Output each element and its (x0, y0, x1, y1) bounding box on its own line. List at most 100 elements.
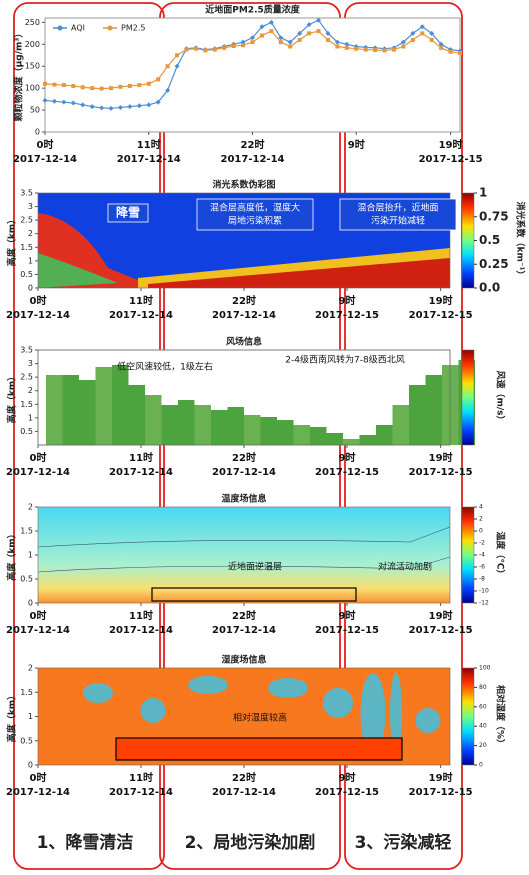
point-marker (438, 41, 444, 47)
wind-column (293, 425, 310, 445)
y-tick-label: 3 (28, 359, 33, 368)
x-tick-date: 2017-12-15 (315, 467, 379, 478)
humidity-patch (415, 708, 441, 733)
point-marker (448, 49, 453, 54)
annotation: 近地面逆温层 (228, 561, 282, 573)
chart-title: 近地面PM2.5质量浓度 (205, 4, 300, 16)
wind-column (145, 395, 162, 445)
y-tick-label: 1.5 (20, 527, 33, 536)
point-marker (316, 17, 322, 23)
x-tick-date: 2017-12-14 (109, 625, 173, 636)
point-marker (51, 98, 57, 104)
x-tick-date: 2017-12-15 (315, 787, 379, 798)
heatmap-bg (38, 507, 450, 603)
annotation: 2-4级西南风转为7-8级西北风 (285, 354, 404, 366)
point-marker (382, 48, 387, 53)
colorbar-tick-label: -2 (479, 540, 485, 547)
colorbar-tick-label: 0.0 (479, 281, 500, 295)
wind-column (260, 417, 277, 445)
x-tick-label: 11时 (129, 771, 153, 784)
x-tick-label: 9时 (339, 451, 356, 464)
stage-label: 1、降雪清洁 (37, 832, 134, 853)
colorbar (461, 667, 475, 766)
x-tick-label: 11时 (137, 138, 161, 151)
point-marker (90, 86, 95, 91)
x-tick-date: 2017-12-15 (419, 154, 483, 165)
y-tick-label: 250 (25, 18, 40, 27)
y-axis-label: 高度（km） (6, 215, 18, 266)
x-tick-date: 2017-12-14 (212, 625, 276, 636)
charts: 近地面PM2.5质量浓度050100150200250颗粒物浓度（μg/m³）0… (6, 4, 527, 854)
chart-title: 风场信息 (226, 336, 262, 348)
x-tick-label: 9时 (339, 609, 356, 622)
stage-label: 2、局地污染加剧 (185, 832, 316, 853)
y-tick-label: 0.5 (20, 575, 33, 584)
point-marker (250, 35, 255, 41)
point-marker (193, 46, 198, 51)
annotation: 混合层高度低，湿度大 (210, 202, 300, 214)
annotation: 低空风速较低，1级左右 (117, 361, 213, 373)
wind-column (425, 375, 442, 445)
annotation: 相对湿度较高 (233, 712, 287, 724)
annotation: 局地污染积累 (228, 215, 282, 227)
point-marker (325, 30, 331, 36)
annotation: 污染开始减轻 (371, 215, 425, 227)
x-tick-date: 2017-12-14 (221, 154, 285, 165)
x-tick-label: 22时 (232, 771, 256, 784)
y-tick-label: 0 (28, 284, 33, 293)
x-tick-date: 2017-12-15 (409, 625, 473, 636)
x-tick-date: 2017-12-14 (109, 787, 173, 798)
x-tick-date: 2017-12-14 (13, 154, 77, 165)
colorbar-tick-label: -8 (479, 576, 485, 583)
point-marker (89, 104, 95, 110)
x-tick-label: 22时 (241, 138, 265, 151)
colorbar-tick-label: 0 (479, 762, 483, 769)
y-tick-label: 3 (28, 202, 33, 211)
point-marker (297, 37, 302, 42)
colorbar (461, 192, 475, 289)
wind-column (161, 405, 178, 445)
point-marker (80, 102, 86, 108)
highlight-box (115, 737, 403, 761)
point-marker (429, 37, 434, 42)
wind-column (194, 405, 211, 445)
chart-title: 温度场信息 (221, 493, 266, 505)
colorbar-tick-label: 0.5 (479, 233, 500, 247)
humidity-patch (390, 673, 402, 753)
y-axis-label: 高度（km） (6, 372, 18, 423)
point-marker (99, 86, 104, 91)
point-marker (307, 31, 312, 36)
point-marker (297, 30, 303, 36)
point-marker (136, 103, 142, 109)
y-axis-label: 颗粒物浓度（μg/m³） (13, 29, 25, 122)
colorbar-tick-label: 20 (479, 742, 487, 749)
heatmap-blob (148, 258, 450, 288)
x-tick-label: 9时 (348, 138, 365, 151)
point-marker (52, 82, 57, 87)
x-tick-label: 22时 (232, 609, 256, 622)
y-tick-label: 3.5 (20, 189, 33, 198)
point-marker (203, 48, 208, 53)
x-tick-label: 19时 (429, 771, 453, 784)
point-marker (165, 64, 170, 69)
wind-column (112, 365, 129, 445)
point-marker (259, 33, 264, 38)
y-tick-label: 200 (25, 40, 40, 49)
point-marker (212, 47, 217, 52)
x-tick-date: 2017-12-14 (6, 787, 70, 798)
annotation: 混合层抬升，近地面 (357, 202, 438, 214)
y-tick-label: 1 (28, 712, 33, 721)
wind-column (95, 367, 112, 445)
backgrounds (13, 2, 475, 870)
legend-label: PM2.5 (121, 24, 145, 33)
humidity-patch (268, 678, 308, 698)
annotation-box (339, 198, 457, 231)
x-tick-date: 2017-12-15 (315, 310, 379, 321)
x-tick-label: 19时 (429, 609, 453, 622)
point-marker (156, 77, 161, 82)
point-marker (278, 35, 284, 41)
y-tick-label: 1 (28, 551, 33, 560)
colorbar-tick-label: -10 (479, 588, 489, 595)
x-tick-label: 19时 (429, 294, 453, 307)
